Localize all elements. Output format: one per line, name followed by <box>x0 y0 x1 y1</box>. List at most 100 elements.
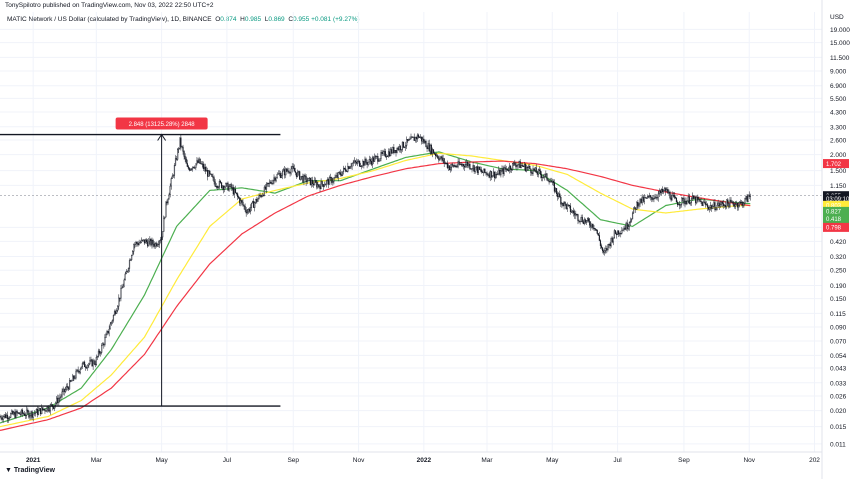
candle-body <box>658 190 660 195</box>
candle-body <box>30 411 32 416</box>
candle <box>368 155 370 165</box>
candle <box>361 164 363 170</box>
candle <box>180 134 182 151</box>
candle-body <box>599 240 602 246</box>
candle-body <box>684 200 686 204</box>
candle <box>605 245 607 254</box>
candle-body <box>31 411 33 418</box>
candle <box>649 192 651 199</box>
candle <box>278 170 280 177</box>
candle <box>729 196 731 208</box>
candle <box>628 221 630 231</box>
candle-body <box>509 165 512 170</box>
candle <box>37 406 40 416</box>
candle <box>536 170 538 178</box>
candle <box>523 161 526 171</box>
candle-body <box>126 270 128 272</box>
brand-label: TradingView <box>13 467 55 474</box>
candle-body <box>569 205 572 213</box>
candle <box>213 175 215 185</box>
candle-body <box>521 165 523 167</box>
candle <box>684 197 686 208</box>
candle-body <box>691 195 694 199</box>
price-tick-label: 0.070 <box>830 338 847 345</box>
candle <box>366 159 368 169</box>
candle <box>375 154 377 160</box>
tradingview-logo[interactable]: ▼ TradingView <box>5 467 55 474</box>
candle <box>265 182 268 194</box>
candle-body <box>718 202 720 207</box>
candle-body <box>578 220 580 222</box>
candle <box>498 166 500 176</box>
candle-body <box>447 165 450 168</box>
candle-body <box>416 134 418 140</box>
candle <box>595 228 597 232</box>
candle <box>30 410 32 420</box>
candle <box>682 197 684 202</box>
candle-body <box>435 153 437 156</box>
candle-body <box>170 178 172 187</box>
candle-body <box>690 198 692 203</box>
candle-body <box>310 179 313 186</box>
candle <box>187 164 189 170</box>
candle-body <box>150 239 152 246</box>
candle-body <box>252 201 254 204</box>
price-badge <box>823 214 849 224</box>
candle-body <box>90 359 92 361</box>
price-axis[interactable]: USD 19.000 15.000 11.500 9.000 6.900 5.500 4.30… <box>821 0 850 479</box>
candlesticks <box>0 133 751 423</box>
candle-body <box>107 330 109 334</box>
candle-body <box>134 243 136 245</box>
candle-body <box>604 250 606 253</box>
candle <box>131 254 133 262</box>
candle-body <box>79 369 81 373</box>
measurement-tool: 2.848 (13125.28%) 2848 <box>0 117 281 407</box>
candle-body <box>519 161 521 169</box>
candle-body <box>610 238 612 247</box>
time-axis[interactable]: 2021 Mar May Jul Sep Nov 2022 Mar May Jul Sep Nov 20… <box>0 451 822 464</box>
candle <box>263 185 265 197</box>
candle <box>638 202 640 209</box>
candle <box>240 197 242 207</box>
candle <box>643 194 645 205</box>
candle-body <box>46 406 48 412</box>
candle <box>432 149 435 154</box>
candle-body <box>357 160 360 162</box>
candle <box>205 166 208 172</box>
candle <box>552 179 554 186</box>
candle <box>544 173 546 181</box>
candle <box>370 158 372 167</box>
candle <box>324 183 326 186</box>
candle-body <box>321 181 323 185</box>
candle <box>713 199 715 207</box>
candle <box>592 223 594 230</box>
candle-body <box>704 202 706 205</box>
candle <box>569 203 572 215</box>
candle-body <box>18 412 20 415</box>
candle-body <box>329 176 331 185</box>
candle-body <box>360 166 362 168</box>
candle <box>393 144 395 155</box>
candle <box>699 199 701 203</box>
candle-body <box>644 197 646 199</box>
price-tick-label: 0.011 <box>830 441 846 448</box>
candle <box>472 161 474 171</box>
candle-body <box>233 189 235 195</box>
candle <box>184 153 186 162</box>
candle-body <box>663 189 665 193</box>
candle <box>58 394 60 406</box>
candle-body <box>158 240 161 245</box>
candle-body <box>536 172 538 175</box>
candle <box>219 179 222 184</box>
candle-body <box>649 195 651 197</box>
candle <box>710 201 712 211</box>
candle <box>683 195 685 206</box>
candle-body <box>425 141 427 148</box>
candle-body <box>328 179 330 185</box>
candle <box>691 192 694 201</box>
candle <box>541 171 543 182</box>
candle <box>15 409 17 419</box>
candle <box>279 171 281 179</box>
candle <box>225 182 227 188</box>
